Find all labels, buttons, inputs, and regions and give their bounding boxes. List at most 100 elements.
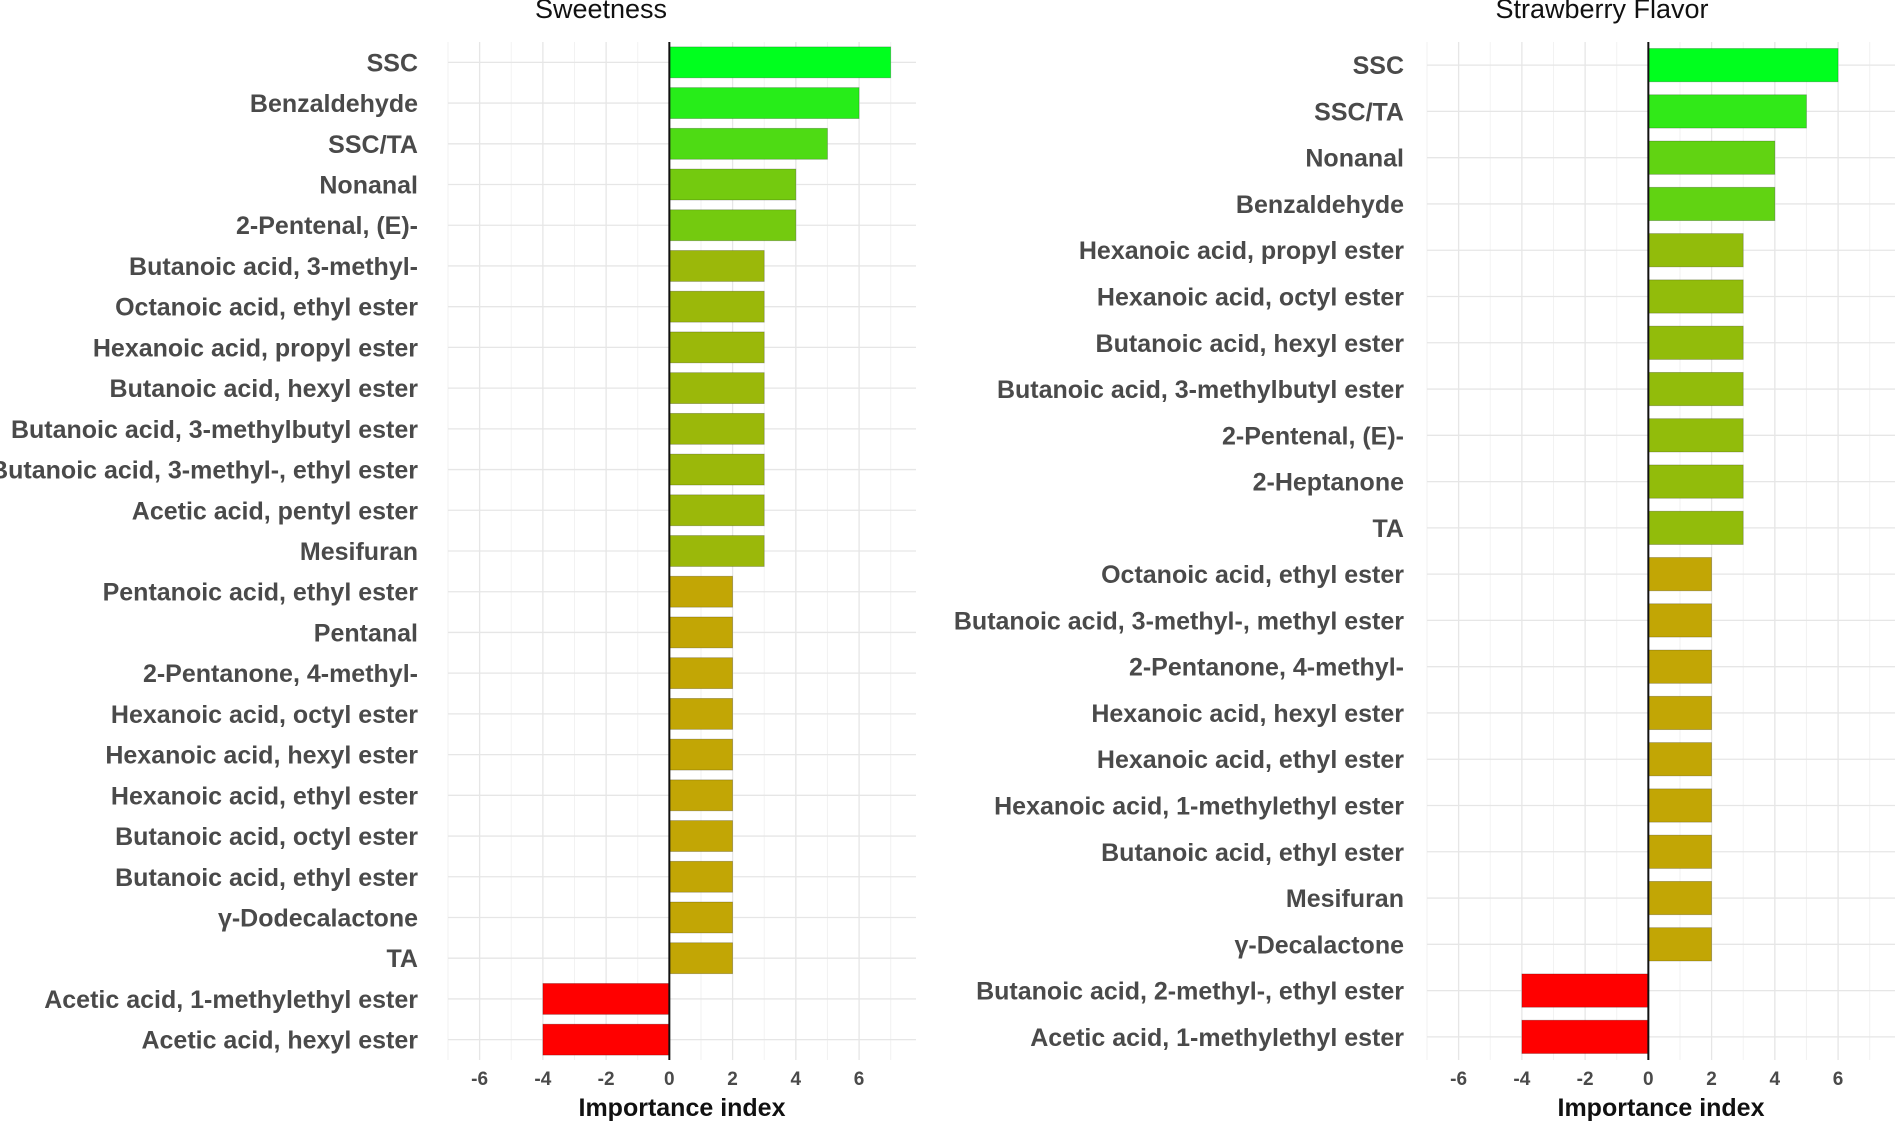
y-tick-label: Mesifuran (300, 538, 418, 566)
bar (668, 127, 828, 160)
y-tick-label: TA (387, 945, 418, 973)
bar (668, 901, 733, 934)
bar (668, 453, 765, 486)
x-tick-label: -4 (1513, 1069, 1530, 1090)
bar (668, 331, 765, 364)
bar (1647, 557, 1712, 592)
y-tick-label: Octanoic acid, ethyl ester (115, 294, 418, 322)
x-tick-label: -2 (598, 1069, 615, 1090)
y-tick-label: Acetic acid, hexyl ester (141, 1027, 418, 1055)
panel-title: Sweetness (535, 0, 667, 24)
y-tick-label: 2-Pentanone, 4-methyl- (143, 660, 418, 688)
x-tick-label: -6 (471, 1069, 488, 1090)
y-tick-label: SSC/TA (1314, 98, 1404, 126)
bar (1647, 834, 1712, 869)
bar (1647, 927, 1712, 962)
y-tick-label: Hexanoic acid, propyl ester (93, 334, 418, 362)
bar (1647, 279, 1744, 314)
y-tick-label: Butanoic acid, ethyl ester (115, 864, 418, 892)
bar (1647, 788, 1712, 823)
x-axis-label: Importance index (1558, 1094, 1765, 1122)
y-tick-label: Hexanoic acid, hexyl ester (105, 742, 418, 770)
bar (668, 535, 765, 567)
y-tick-label: Butanoic acid, 3-methyl- (129, 253, 418, 281)
bar (668, 250, 765, 282)
y-tick-label: Butanoic acid, hexyl ester (110, 375, 419, 403)
bar (668, 168, 797, 201)
y-tick-label: Hexanoic acid, propyl ester (1079, 237, 1404, 265)
bar (1521, 1019, 1649, 1054)
bar (668, 412, 765, 445)
x-tick-label: 4 (1770, 1069, 1781, 1090)
bar (1647, 371, 1744, 407)
y-tick-label: Hexanoic acid, octyl ester (1097, 284, 1404, 312)
x-tick-label: 6 (1833, 1069, 1844, 1090)
bar (668, 657, 733, 690)
bar (668, 616, 733, 649)
bar (668, 698, 733, 730)
bar (668, 494, 765, 527)
panel-title: Strawberry Flavor (1495, 0, 1708, 24)
y-tick-label: Butanoic acid, 3-methyl-, methyl ester (954, 607, 1404, 635)
bar (1647, 510, 1744, 545)
bar (1647, 186, 1776, 222)
bar (1647, 140, 1776, 175)
y-tick-label: SSC (367, 49, 418, 77)
bar (668, 738, 733, 771)
y-tick-label: Octanoic acid, ethyl ester (1101, 561, 1404, 589)
y-tick-label: SSC (1353, 52, 1404, 80)
x-tick-label: 2 (727, 1069, 738, 1090)
x-tick-label: 2 (1706, 1069, 1717, 1090)
x-tick-label: 6 (854, 1069, 865, 1090)
y-tick-label: SSC/TA (328, 131, 418, 159)
y-tick-label: Butanoic acid, 2-methyl-, ethyl ester (976, 978, 1404, 1006)
bar (1521, 973, 1649, 1008)
y-tick-label: γ-Dodecalactone (218, 904, 418, 932)
bar (1647, 649, 1712, 684)
bar (1647, 695, 1712, 731)
y-tick-label: TA (1373, 515, 1404, 543)
y-tick-label: Acetic acid, 1-methylethyl ester (1030, 1024, 1404, 1052)
y-tick-label: Hexanoic acid, 1-methylethyl ester (994, 793, 1404, 821)
panel-strawberry-flavor: -6 -4 -2 0 2 4 6 SSC SSC/TA Nonanal Benzaldehyde He… (954, 0, 1895, 1122)
y-tick-label: 2-Pentanone, 4-methyl- (1129, 654, 1404, 682)
y-tick-label: Butanoic acid, 3-methyl-, ethyl ester (0, 457, 418, 485)
panel-sweetness: -6 -4 -2 0 2 4 6 SSC Benzaldehyde SSC/TA Nonanal 2-… (0, 0, 916, 1122)
x-axis-label: Importance index (579, 1094, 786, 1122)
x-tick-label: -4 (534, 1069, 551, 1090)
y-tick-label: Butanoic acid, hexyl ester (1096, 330, 1405, 358)
y-tick-label: Hexanoic acid, ethyl ester (111, 782, 418, 810)
bar (668, 209, 797, 242)
bar (1647, 48, 1839, 83)
y-tick-label: Hexanoic acid, hexyl ester (1091, 700, 1404, 728)
bar (1647, 325, 1744, 360)
x-tick-label: 0 (664, 1069, 675, 1090)
bar (668, 942, 733, 975)
y-tick-label: Acetic acid, pentyl ester (132, 497, 419, 525)
bar (542, 1023, 670, 1056)
x-tick-label: -6 (1450, 1069, 1467, 1090)
bar (1647, 603, 1712, 638)
y-tick-label: Mesifuran (1286, 885, 1404, 913)
y-tick-label: Acetic acid, 1-methylethyl ester (44, 986, 418, 1014)
bar (1647, 880, 1712, 916)
x-tick-label: -2 (1577, 1069, 1594, 1090)
bar (668, 820, 733, 852)
bar (668, 290, 765, 323)
bar (1647, 742, 1712, 777)
x-tick-label: 4 (791, 1069, 802, 1090)
bar (668, 46, 892, 79)
y-tick-label: 2-Pentenal, (E)- (236, 212, 418, 240)
bar (668, 87, 860, 119)
bar (1647, 233, 1744, 268)
bar (668, 372, 765, 404)
bar (1647, 464, 1744, 499)
y-tick-label: Hexanoic acid, ethyl ester (1097, 746, 1404, 774)
bar (668, 860, 733, 893)
y-tick-label: 2-Pentenal, (E)- (1222, 422, 1404, 450)
y-tick-label: Benzaldehyde (1236, 191, 1404, 219)
bar (542, 983, 670, 1015)
bar (1647, 94, 1807, 129)
y-tick-label: Pentanoic acid, ethyl ester (103, 579, 419, 607)
